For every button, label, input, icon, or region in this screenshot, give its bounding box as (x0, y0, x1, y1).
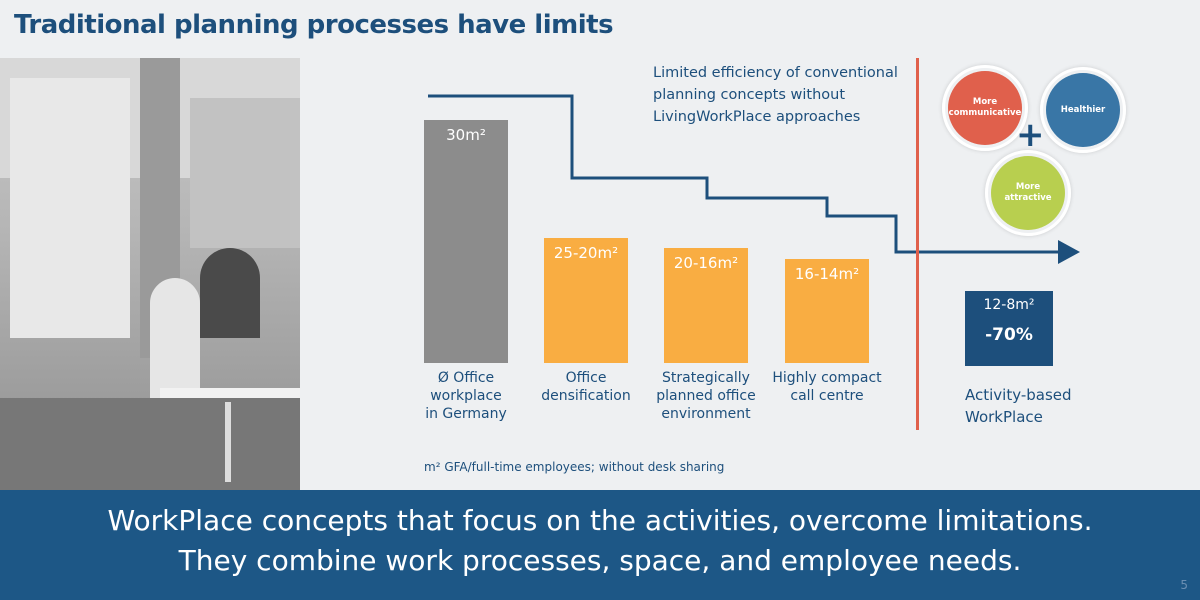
plus-icon: + (1016, 115, 1045, 155)
bar-4: 16-14m² (785, 259, 869, 363)
divider-line (916, 58, 919, 430)
ring (942, 65, 1028, 151)
bar-value-label: 30m² (446, 126, 486, 144)
banner-line-2: They combine work processes, space, and … (178, 544, 1022, 577)
arrow-head-icon (1058, 240, 1080, 264)
category-label: Ø Office workplace in Germany (425, 370, 507, 422)
abw-label: Activity-based WorkPlace (965, 386, 1072, 426)
bar-2: 25-20m² (544, 238, 628, 363)
page-title: Traditional planning processes have limi… (14, 10, 614, 40)
abw-value-box: 12-8m² -70% (965, 291, 1053, 366)
banner-line-1: WorkPlace concepts that focus on the act… (107, 504, 1093, 537)
ring (985, 150, 1071, 236)
circle-more-communicative: More communicative (948, 71, 1022, 145)
category-label: Highly compact call centre (772, 370, 882, 404)
circle-more-attractive: More attractive (991, 156, 1065, 230)
category-label: Strategically planned office environment (656, 370, 756, 422)
circle-healthier: Healthier (1046, 73, 1120, 147)
page-number: 5 (1180, 578, 1188, 592)
bar-value-label: 16-14m² (794, 265, 860, 283)
abw-reduction: -70% (985, 325, 1033, 345)
abw-value: 12-8m² (983, 297, 1035, 313)
ring (1040, 67, 1126, 153)
footnote: m² GFA/full-time employees; without desk… (424, 460, 725, 474)
bar-value-label: 20-16m² (673, 254, 739, 272)
efficiency-note: Limited efficiency of conventional plann… (653, 65, 898, 125)
summary-banner: WorkPlace concepts that focus on the act… (0, 490, 1200, 600)
bar-value-label: 25-20m² (553, 244, 619, 262)
office-photo (0, 58, 300, 490)
bar-1: 30m² (424, 120, 508, 363)
category-label: Office densification (541, 370, 631, 404)
bar-3: 20-16m² (664, 248, 748, 363)
